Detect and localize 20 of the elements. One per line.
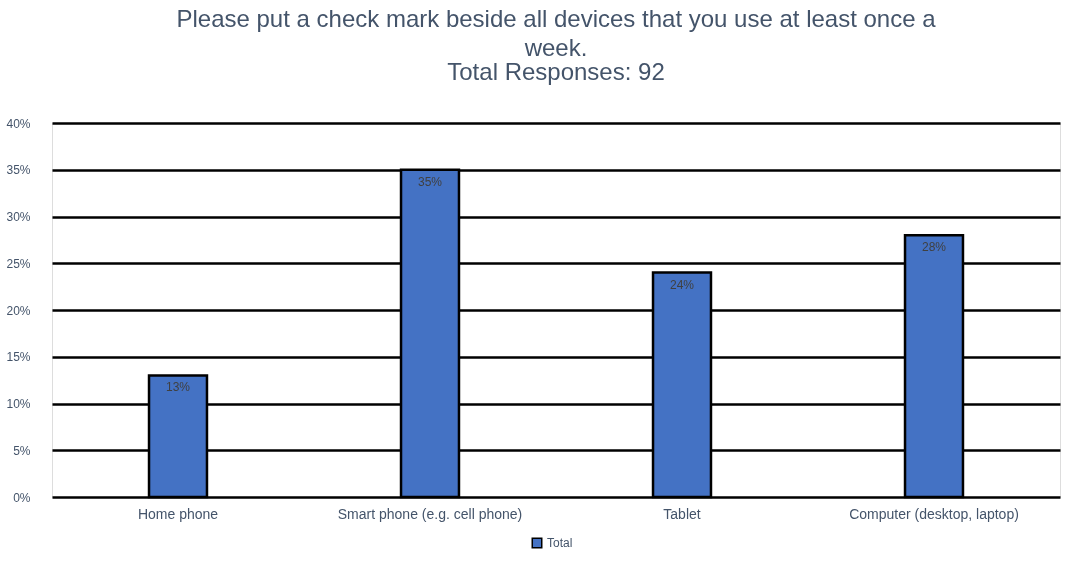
chart-subtitle: Total Responses: 92	[447, 58, 665, 85]
data-label: 35%	[417, 174, 443, 189]
x-tick-label: Tablet	[663, 505, 701, 522]
y-tick-label: 20%	[6, 303, 31, 318]
y-tick-label: 30%	[6, 210, 31, 224]
y-tick-label: 35%	[6, 163, 31, 178]
y-tick-label: 0%	[13, 490, 31, 505]
data-label: 28%	[921, 240, 947, 255]
data-label: 13%	[165, 380, 191, 395]
y-tick-label: 25%	[6, 256, 31, 271]
y-tick-label: 5%	[13, 443, 31, 458]
chart-title: Please put a check mark beside all devices that you use at least once a week.	[176, 5, 937, 61]
x-tick-label: Smart phone (e.g. cell phone)	[337, 505, 523, 522]
y-tick-label: 15%	[6, 350, 31, 365]
x-tick-label: Computer (desktop, laptop)	[849, 505, 1019, 522]
y-tick-label: 40%	[6, 116, 31, 131]
y-tick-label: 10%	[6, 397, 31, 411]
x-tick-label: Home phone	[137, 505, 219, 522]
data-label: 24%	[669, 277, 695, 292]
legend-label: Total	[547, 536, 573, 550]
